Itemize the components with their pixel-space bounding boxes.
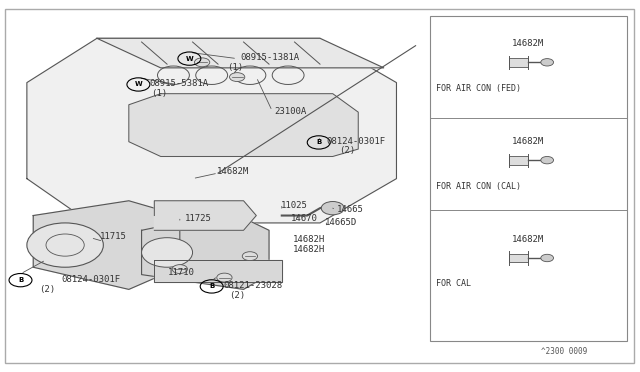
Text: W: W (186, 56, 193, 62)
Circle shape (27, 223, 103, 267)
Text: B: B (18, 277, 23, 283)
Text: 14682H: 14682H (292, 246, 325, 254)
Text: ^2300 0009: ^2300 0009 (541, 347, 588, 356)
Circle shape (321, 202, 344, 215)
Circle shape (217, 273, 232, 282)
Text: 11710: 11710 (168, 267, 195, 276)
Polygon shape (141, 212, 269, 289)
Text: (1): (1) (228, 63, 244, 72)
Text: 08124-0301F: 08124-0301F (61, 275, 120, 284)
Text: 11025: 11025 (280, 201, 307, 210)
Text: B: B (316, 140, 321, 145)
Circle shape (541, 254, 554, 262)
Text: (1): (1) (151, 89, 167, 98)
Text: (2): (2) (339, 147, 355, 155)
Text: 14665: 14665 (337, 205, 364, 214)
Circle shape (243, 252, 257, 260)
Text: FOR AIR CON (FED): FOR AIR CON (FED) (436, 84, 521, 93)
Text: FOR CAL: FOR CAL (436, 279, 471, 288)
Polygon shape (97, 38, 384, 68)
Circle shape (541, 157, 554, 164)
Text: 11725: 11725 (185, 214, 212, 223)
Polygon shape (154, 260, 282, 282)
Text: (2): (2) (230, 291, 246, 300)
Text: W: W (134, 81, 142, 87)
Text: 14670: 14670 (291, 214, 318, 223)
Text: 14682M: 14682M (512, 235, 545, 244)
Text: 11715: 11715 (100, 232, 127, 241)
Text: 23100A: 23100A (274, 106, 307, 116)
Polygon shape (33, 201, 180, 289)
Circle shape (195, 58, 210, 67)
Circle shape (141, 238, 193, 267)
Circle shape (230, 73, 245, 81)
Polygon shape (27, 38, 396, 223)
Text: 08915-5381A: 08915-5381A (149, 79, 209, 88)
Text: 14682M: 14682M (512, 39, 545, 48)
Text: 14665D: 14665D (324, 218, 356, 227)
Bar (509, 254, 528, 262)
Bar (509, 156, 528, 164)
Bar (509, 58, 528, 67)
Bar (429, 16, 627, 341)
Text: (2): (2) (40, 285, 56, 294)
Text: 14682M: 14682M (217, 167, 249, 176)
Text: 14682M: 14682M (512, 137, 545, 146)
Text: 14682H: 14682H (292, 235, 325, 244)
Polygon shape (129, 94, 358, 157)
Text: 08121-23028: 08121-23028 (223, 281, 282, 290)
Circle shape (541, 59, 554, 66)
Text: B: B (209, 283, 214, 289)
Text: 08124-0301F: 08124-0301F (326, 137, 385, 146)
Text: FOR AIR CON (CAL): FOR AIR CON (CAL) (436, 182, 521, 190)
Text: 08915-1381A: 08915-1381A (241, 53, 300, 62)
Polygon shape (154, 201, 256, 230)
Circle shape (172, 264, 188, 273)
